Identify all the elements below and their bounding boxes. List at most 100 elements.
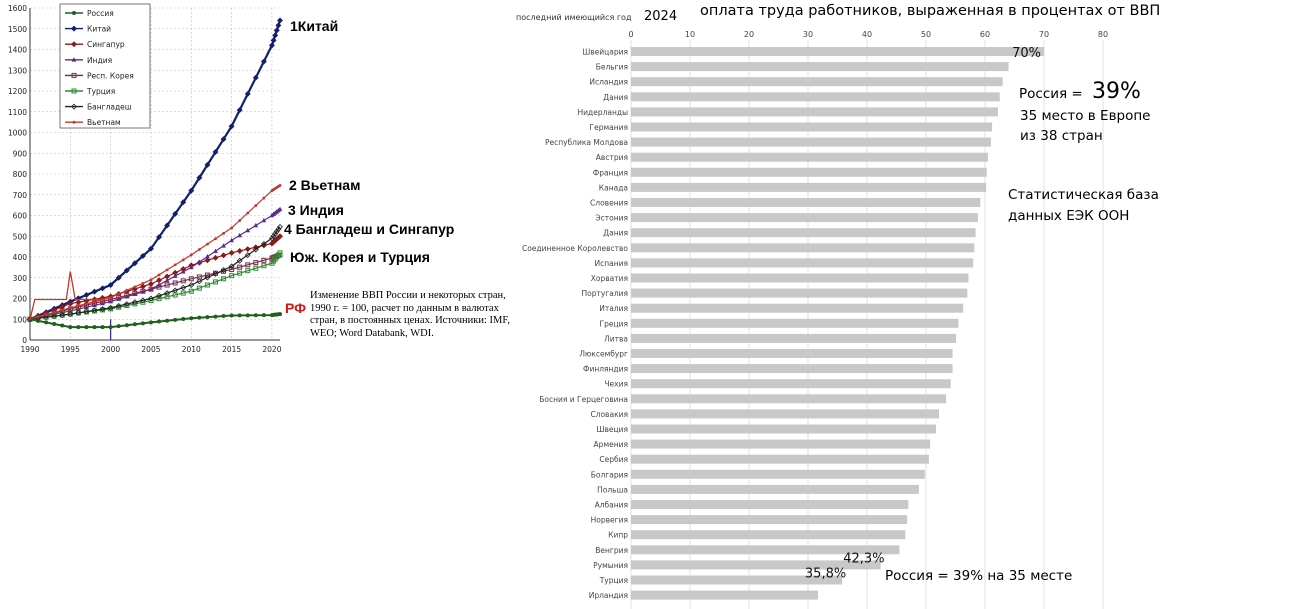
data-label: 42,3% [843,551,884,566]
series-marker [107,304,114,311]
x-tick-label: 20 [744,30,754,39]
series-Бангладеш [27,223,283,323]
series-marker [124,323,129,328]
series-marker [108,306,114,312]
bar-Турция [631,575,843,585]
series-marker [180,199,187,206]
bar-Хорватия [631,273,969,283]
series-marker [188,264,194,270]
series-marker [229,313,234,318]
series-marker [125,289,129,292]
series-marker [196,174,203,181]
series-marker [253,260,259,266]
series-marker [99,285,106,292]
series-marker [181,317,186,322]
bar-Ирландия [631,590,819,600]
series-marker [148,286,154,292]
bar-Соединенное Королевство [631,243,975,253]
series-marker [253,265,259,271]
series-marker [75,299,82,306]
series-marker [109,296,113,299]
series-marker [268,42,275,49]
series-marker [67,311,74,318]
series-marker [123,301,130,308]
annotation-korea-turkey: Юж. Корея и Турция [290,249,430,265]
series-marker [59,312,66,319]
series-marker [43,314,50,321]
series-marker [72,120,76,124]
series-marker [213,248,218,253]
x-tick-label: 2015 [222,345,241,354]
line-chart-x-tick-labels: 1990 1995 2000 2005 2010 2015 2020 [20,345,281,354]
category-label: Германия [590,123,629,132]
series-marker [245,227,251,233]
category-label: Дания [603,229,628,238]
series-marker [117,292,121,296]
bar-chart-title: оплата труда работников, выраженная в пр… [700,3,1161,19]
series-marker [236,248,243,254]
series-marker [71,57,77,62]
bar-Австрия [631,152,988,162]
series-marker [132,322,137,327]
category-label: Румыния [593,561,628,570]
series-marker [148,281,154,287]
series-marker [220,136,227,143]
category-label: Венгрия [595,546,628,555]
x-tick-label: 80 [1098,30,1108,39]
series-marker [245,313,250,318]
series-marker [116,294,122,300]
y-tick-label: 1100 [8,108,27,117]
series-marker [262,196,266,200]
series-marker [76,304,80,308]
bar-chart-year-value: 2024 [644,9,678,24]
bar-Бельгия [631,62,1009,72]
category-label: Кипр [608,531,628,540]
series-marker [180,278,186,284]
series-marker [238,219,242,222]
category-label: Соединенное Королевство [522,244,628,253]
series-marker [131,260,138,267]
series-marker [237,270,243,276]
bar-Чехия [631,379,951,389]
series-marker [277,223,283,230]
series-marker [236,107,243,114]
series-marker [212,254,219,261]
series-marker [91,288,98,295]
russia-share-label: Россия = [1019,86,1083,102]
series-marker [139,252,146,259]
bar-Республика Молдова [631,137,991,147]
y-tick-label: 1300 [8,66,27,75]
series-marker [188,187,195,194]
russia-rank-line1: 35 место в Европе [1020,108,1151,124]
series-marker [67,300,74,307]
series-marker [85,302,88,306]
series-line [29,313,281,329]
legend-entry: Бангладеш [87,103,132,112]
category-label: Турция [599,576,628,585]
series-line [29,226,281,320]
y-tick-label: 600 [13,212,28,221]
series-marker [91,307,98,314]
russia-share-value: 39% [1092,79,1141,104]
series-Турция [27,250,283,322]
series-line [29,254,281,320]
series-marker [180,290,186,296]
series-marker [261,313,266,318]
category-label: Дания [603,93,628,102]
annotation-vietnam: 2 Вьетнам [289,177,361,193]
series-marker [261,257,267,263]
series-marker [246,211,250,215]
series-marker [148,245,154,252]
series-marker [99,306,106,313]
series-marker [51,313,58,320]
y-tick-label: 1500 [8,25,27,34]
gdp-line-chart: 0 100 200 300 400 500 600 700 800 900 1000 1100 1200… [8,3,283,354]
series-marker [132,290,138,296]
bar-Армения [631,439,931,449]
series-marker [164,282,170,288]
bar-Румыния [631,560,881,570]
series-marker [253,222,259,228]
category-label: Эстония [595,214,628,223]
line-chart-legend: Россия Китай Сингапур Индия Респ. Корея Турци… [59,3,151,129]
legend-entry: Россия [87,9,114,18]
